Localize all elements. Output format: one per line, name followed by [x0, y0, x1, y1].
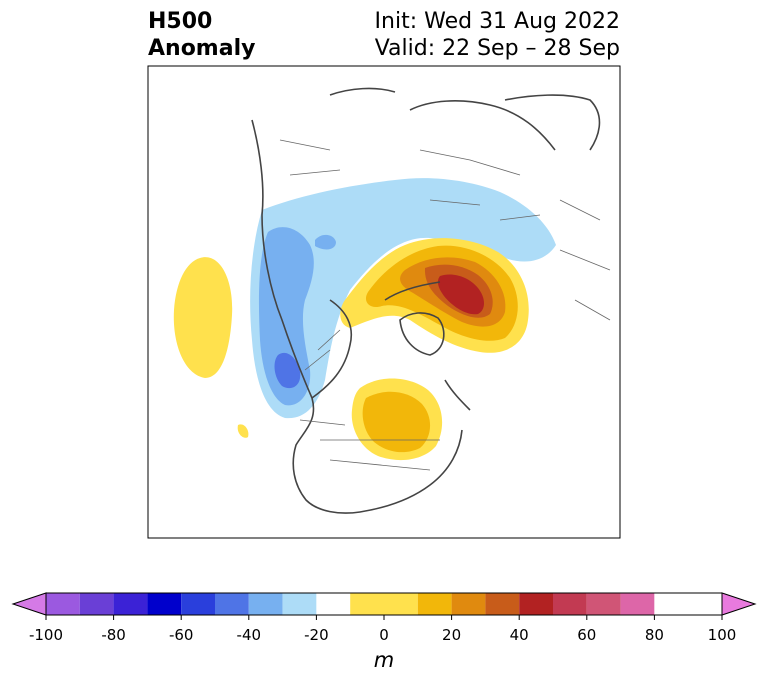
colorbar-bin [620, 593, 655, 615]
colorbar-bin [586, 593, 621, 615]
colorbar-bins [46, 593, 722, 615]
colorbar-tick-label: -20 [304, 626, 329, 644]
map-contents [148, 66, 620, 538]
colorbar-tick-label: -60 [169, 626, 194, 644]
colorbar-bin [688, 593, 722, 615]
init-date: Init: Wed 31 Aug 2022 [374, 9, 620, 34]
colorbar-bin [519, 593, 553, 615]
colorbar-unit: m [374, 648, 394, 672]
colorbar-bin [46, 593, 80, 615]
colorbar-bin [451, 593, 486, 615]
colorbar-bin [417, 593, 452, 615]
colorbar-tick-label: 100 [708, 626, 737, 644]
positive-anomaly-eurasia-red [437, 274, 484, 315]
colorbar-tick-label: -40 [237, 626, 262, 644]
map-title: H500 Anomaly [148, 8, 255, 62]
colorbar-bin [282, 593, 317, 615]
colorbar-under-arrow [11, 592, 47, 616]
title-field: Anomaly [148, 36, 256, 61]
colorbar-tick-label: -80 [101, 626, 126, 644]
colorbar-bin [147, 593, 182, 615]
colorbar-bin [350, 593, 418, 615]
colorbar-tick-label: 40 [510, 626, 529, 644]
coastlines [251, 87, 601, 514]
colorbar-bin [181, 593, 215, 615]
colorbar-tick-label: 20 [442, 626, 461, 644]
colorbar-bin [79, 593, 114, 615]
colorbar-bin [248, 593, 283, 615]
map-frame [147, 65, 621, 539]
colorbar-tick-label: 80 [645, 626, 664, 644]
valid-period: Valid: 22 Sep – 28 Sep [374, 36, 620, 61]
borders [279, 139, 611, 471]
positive-anomaly-pacific-small [237, 424, 249, 438]
negative-anomaly-mid [258, 227, 314, 406]
colorbar-ticks: -100 -80 -60 -40 -20 0 20 40 60 80 100 [29, 615, 736, 644]
colorbar-bin [215, 593, 249, 615]
positive-anomaly-namerica-gold [362, 391, 431, 453]
colorbar-over-arrow [721, 592, 757, 616]
title-variable: H500 [148, 9, 213, 34]
colorbar-bin [113, 593, 148, 615]
forecast-dates: Init: Wed 31 Aug 2022 Valid: 22 Sep – 28… [375, 8, 620, 62]
colorbar-bin [553, 593, 587, 615]
colorbar-bin [316, 593, 351, 615]
colorbar-tick-label: 60 [577, 626, 596, 644]
negative-anomaly-blue [274, 352, 301, 389]
negative-anomaly-mid-small [315, 234, 336, 250]
colorbar-bin [654, 593, 689, 615]
colorbar-tick-label: -100 [29, 626, 63, 644]
colorbar-bin [485, 593, 520, 615]
colorbar-tick-label: 0 [379, 626, 389, 644]
positive-anomaly-pacific [173, 257, 233, 378]
